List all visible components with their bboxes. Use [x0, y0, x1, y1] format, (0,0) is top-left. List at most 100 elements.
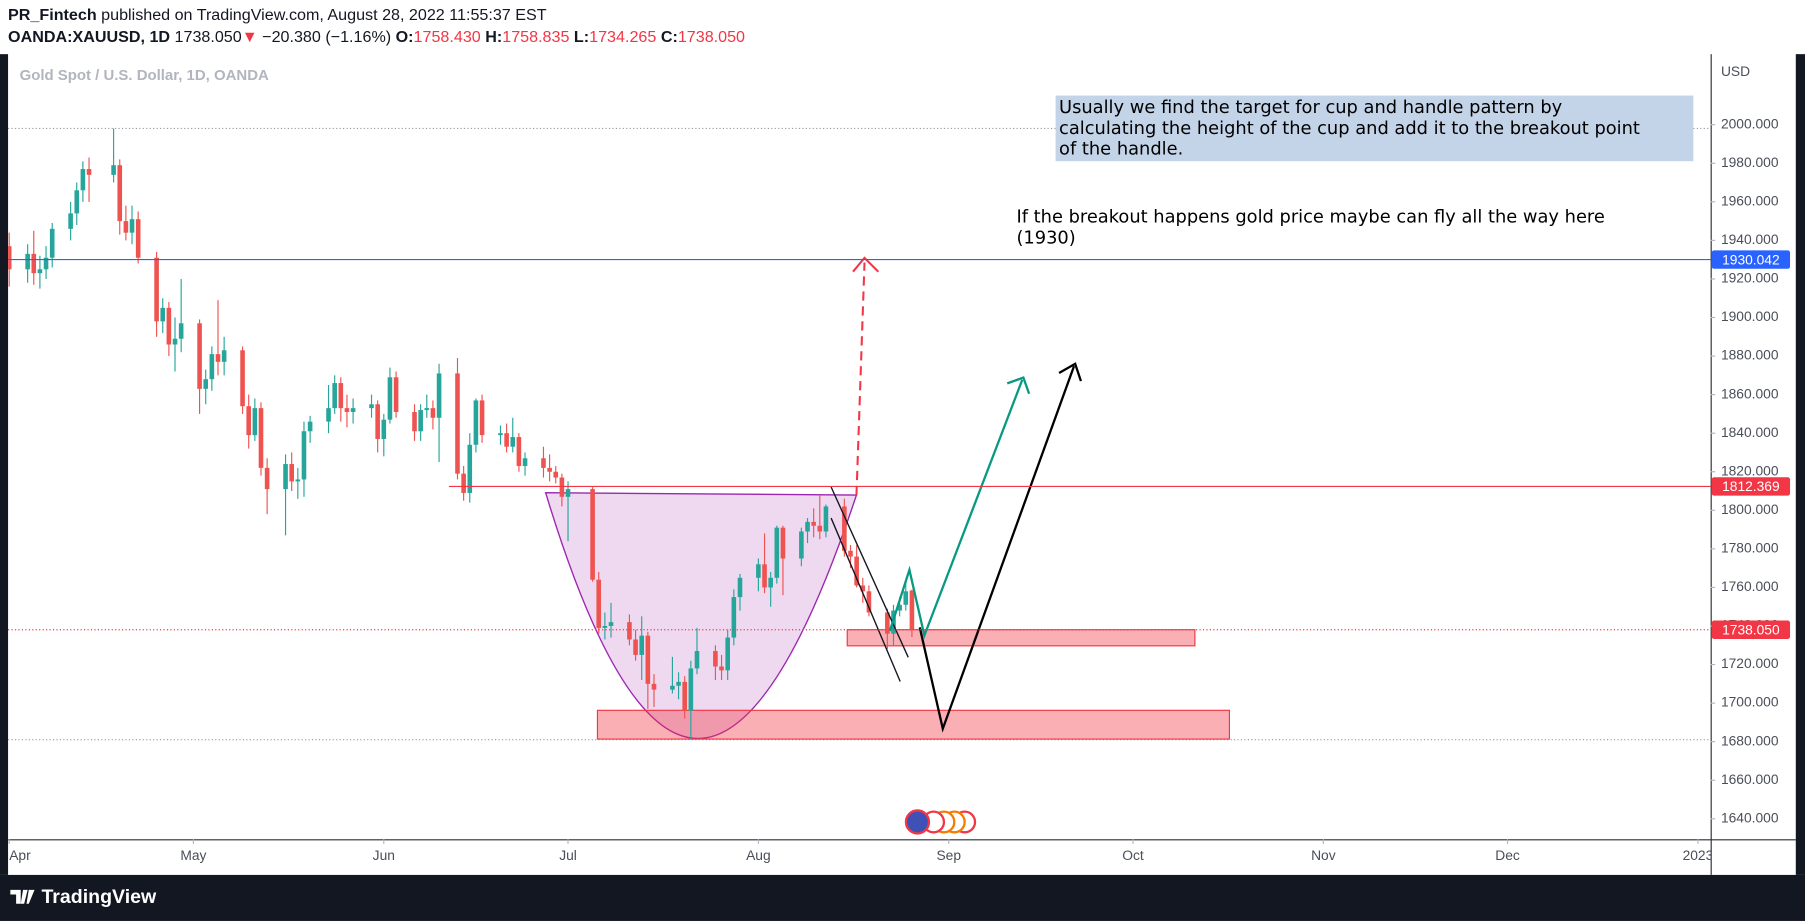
channel-line [830, 517, 901, 682]
cup-bottom-zone [596, 709, 1231, 740]
y-tick-label: 1820.000 [1721, 462, 1779, 478]
x-tick-label: 2023 [1683, 847, 1714, 863]
price-badge-label: 1812.369 [1722, 478, 1780, 494]
note-text: (1930) [1016, 227, 1075, 248]
candle-body [8, 246, 12, 270]
candle-body [762, 564, 767, 588]
y-tick-label: 1640.000 [1721, 809, 1779, 825]
x-tick-label: Jul [559, 847, 577, 863]
note-box-text: of the handle. [1059, 139, 1183, 160]
ohlc-value: 1758.835 [502, 28, 569, 46]
x-ticks: Apr May Jun Jul Aug Sep Oct Nov Dec 2023 [8, 839, 1714, 863]
candle-body [670, 685, 675, 690]
chart-title: Gold Spot / U.S. Dollar, 1D, OANDA [20, 67, 269, 84]
y-tick-label: 1680.000 [1721, 732, 1779, 748]
candle-body [694, 651, 700, 669]
x-tick-label: Oct [1122, 847, 1144, 863]
candle-body [424, 408, 430, 411]
candle-body [369, 404, 374, 409]
candle-body [602, 625, 608, 628]
plot [8, 95, 1711, 835]
price-badge-label: 1738.050 [1722, 622, 1780, 638]
candle-body [805, 521, 810, 532]
price-badge [1711, 250, 1791, 269]
y-tick-label: 1920.000 [1721, 270, 1779, 286]
candle-body [154, 257, 159, 322]
candle-body [719, 666, 724, 671]
currency: USD [1721, 63, 1750, 79]
event-icon[interactable] [904, 809, 931, 835]
bullish-path [888, 379, 1024, 640]
ohlc-key: H: [485, 28, 502, 46]
candle-body [516, 437, 522, 466]
candle-body [381, 419, 387, 439]
candle-body [547, 467, 552, 472]
candle-body [49, 228, 55, 258]
x-tick-label: Sep [936, 847, 961, 863]
y-tick-label: 1880.000 [1721, 347, 1779, 363]
x-tick-label: Apr [9, 847, 31, 863]
ohlc-value: 1758.430 [414, 28, 481, 46]
candle-body [473, 400, 479, 445]
change-arrow: ▼ [242, 28, 258, 46]
candle-body [166, 307, 172, 345]
candle-body [80, 169, 86, 191]
logo-icon [10, 889, 35, 904]
y-tick-label: 1720.000 [1721, 655, 1779, 671]
candle-body [283, 464, 288, 490]
candle-body [885, 612, 890, 634]
y-tick-label: 1840.000 [1721, 424, 1779, 440]
candle-body [221, 350, 227, 362]
candle-body [418, 410, 423, 432]
candle-body [565, 489, 571, 497]
candle-body [897, 604, 902, 611]
candle-body [756, 564, 761, 578]
candle-body [43, 257, 49, 270]
bullish-arrowhead [1006, 376, 1031, 395]
candle-body [240, 350, 245, 407]
candle-body [498, 433, 503, 436]
candle-body [412, 411, 417, 432]
candle-body [688, 668, 694, 711]
candle-body [197, 323, 202, 389]
y-tick-label: 1800.000 [1721, 501, 1779, 517]
y-tick-label: 1760.000 [1721, 578, 1779, 594]
candle-body [479, 400, 485, 436]
candle-body [37, 269, 43, 274]
y-tick-label: 1940.000 [1721, 231, 1779, 247]
candle-body [522, 458, 528, 466]
candle-body [713, 651, 718, 667]
symbol-line: OANDA:XAUUSD, 1D 1738.050▼ −20.380 (−1.1… [8, 28, 745, 46]
candle-body [31, 253, 37, 274]
candle-body [129, 219, 135, 233]
candle-body [909, 590, 915, 630]
ohlc-value: 1738.050 [678, 28, 745, 46]
candle-body [590, 489, 595, 580]
candle-body [295, 479, 301, 482]
candle-body [633, 639, 638, 655]
candle-body [467, 444, 473, 493]
ohlc-key: C: [661, 28, 678, 46]
candle-body [172, 338, 178, 345]
change: −20.380 (−1.16%) [262, 28, 391, 46]
y-tick-label: 1660.000 [1721, 771, 1779, 787]
candle-body [160, 307, 166, 322]
x-tick-label: Aug [746, 847, 771, 863]
y-tick-label: 1980.000 [1721, 154, 1779, 170]
candle-body [817, 525, 823, 532]
candle-body [461, 473, 466, 493]
candle-body [842, 506, 847, 551]
candle-body [725, 637, 730, 671]
candle-body [301, 431, 307, 480]
candle-body [246, 406, 252, 436]
ohlc-key: O: [396, 28, 414, 46]
candle-body [731, 597, 737, 638]
candle-body [436, 373, 442, 418]
candle-body [258, 408, 264, 468]
note-text: If the breakout happens gold price maybe… [1016, 207, 1604, 228]
y-tick-label: 1860.000 [1721, 385, 1779, 401]
note-box-text: Usually we find the target for cup and h… [1059, 97, 1563, 118]
note-box-text: calculating the height of the cup and ad… [1059, 118, 1640, 139]
candle-body [676, 681, 681, 686]
